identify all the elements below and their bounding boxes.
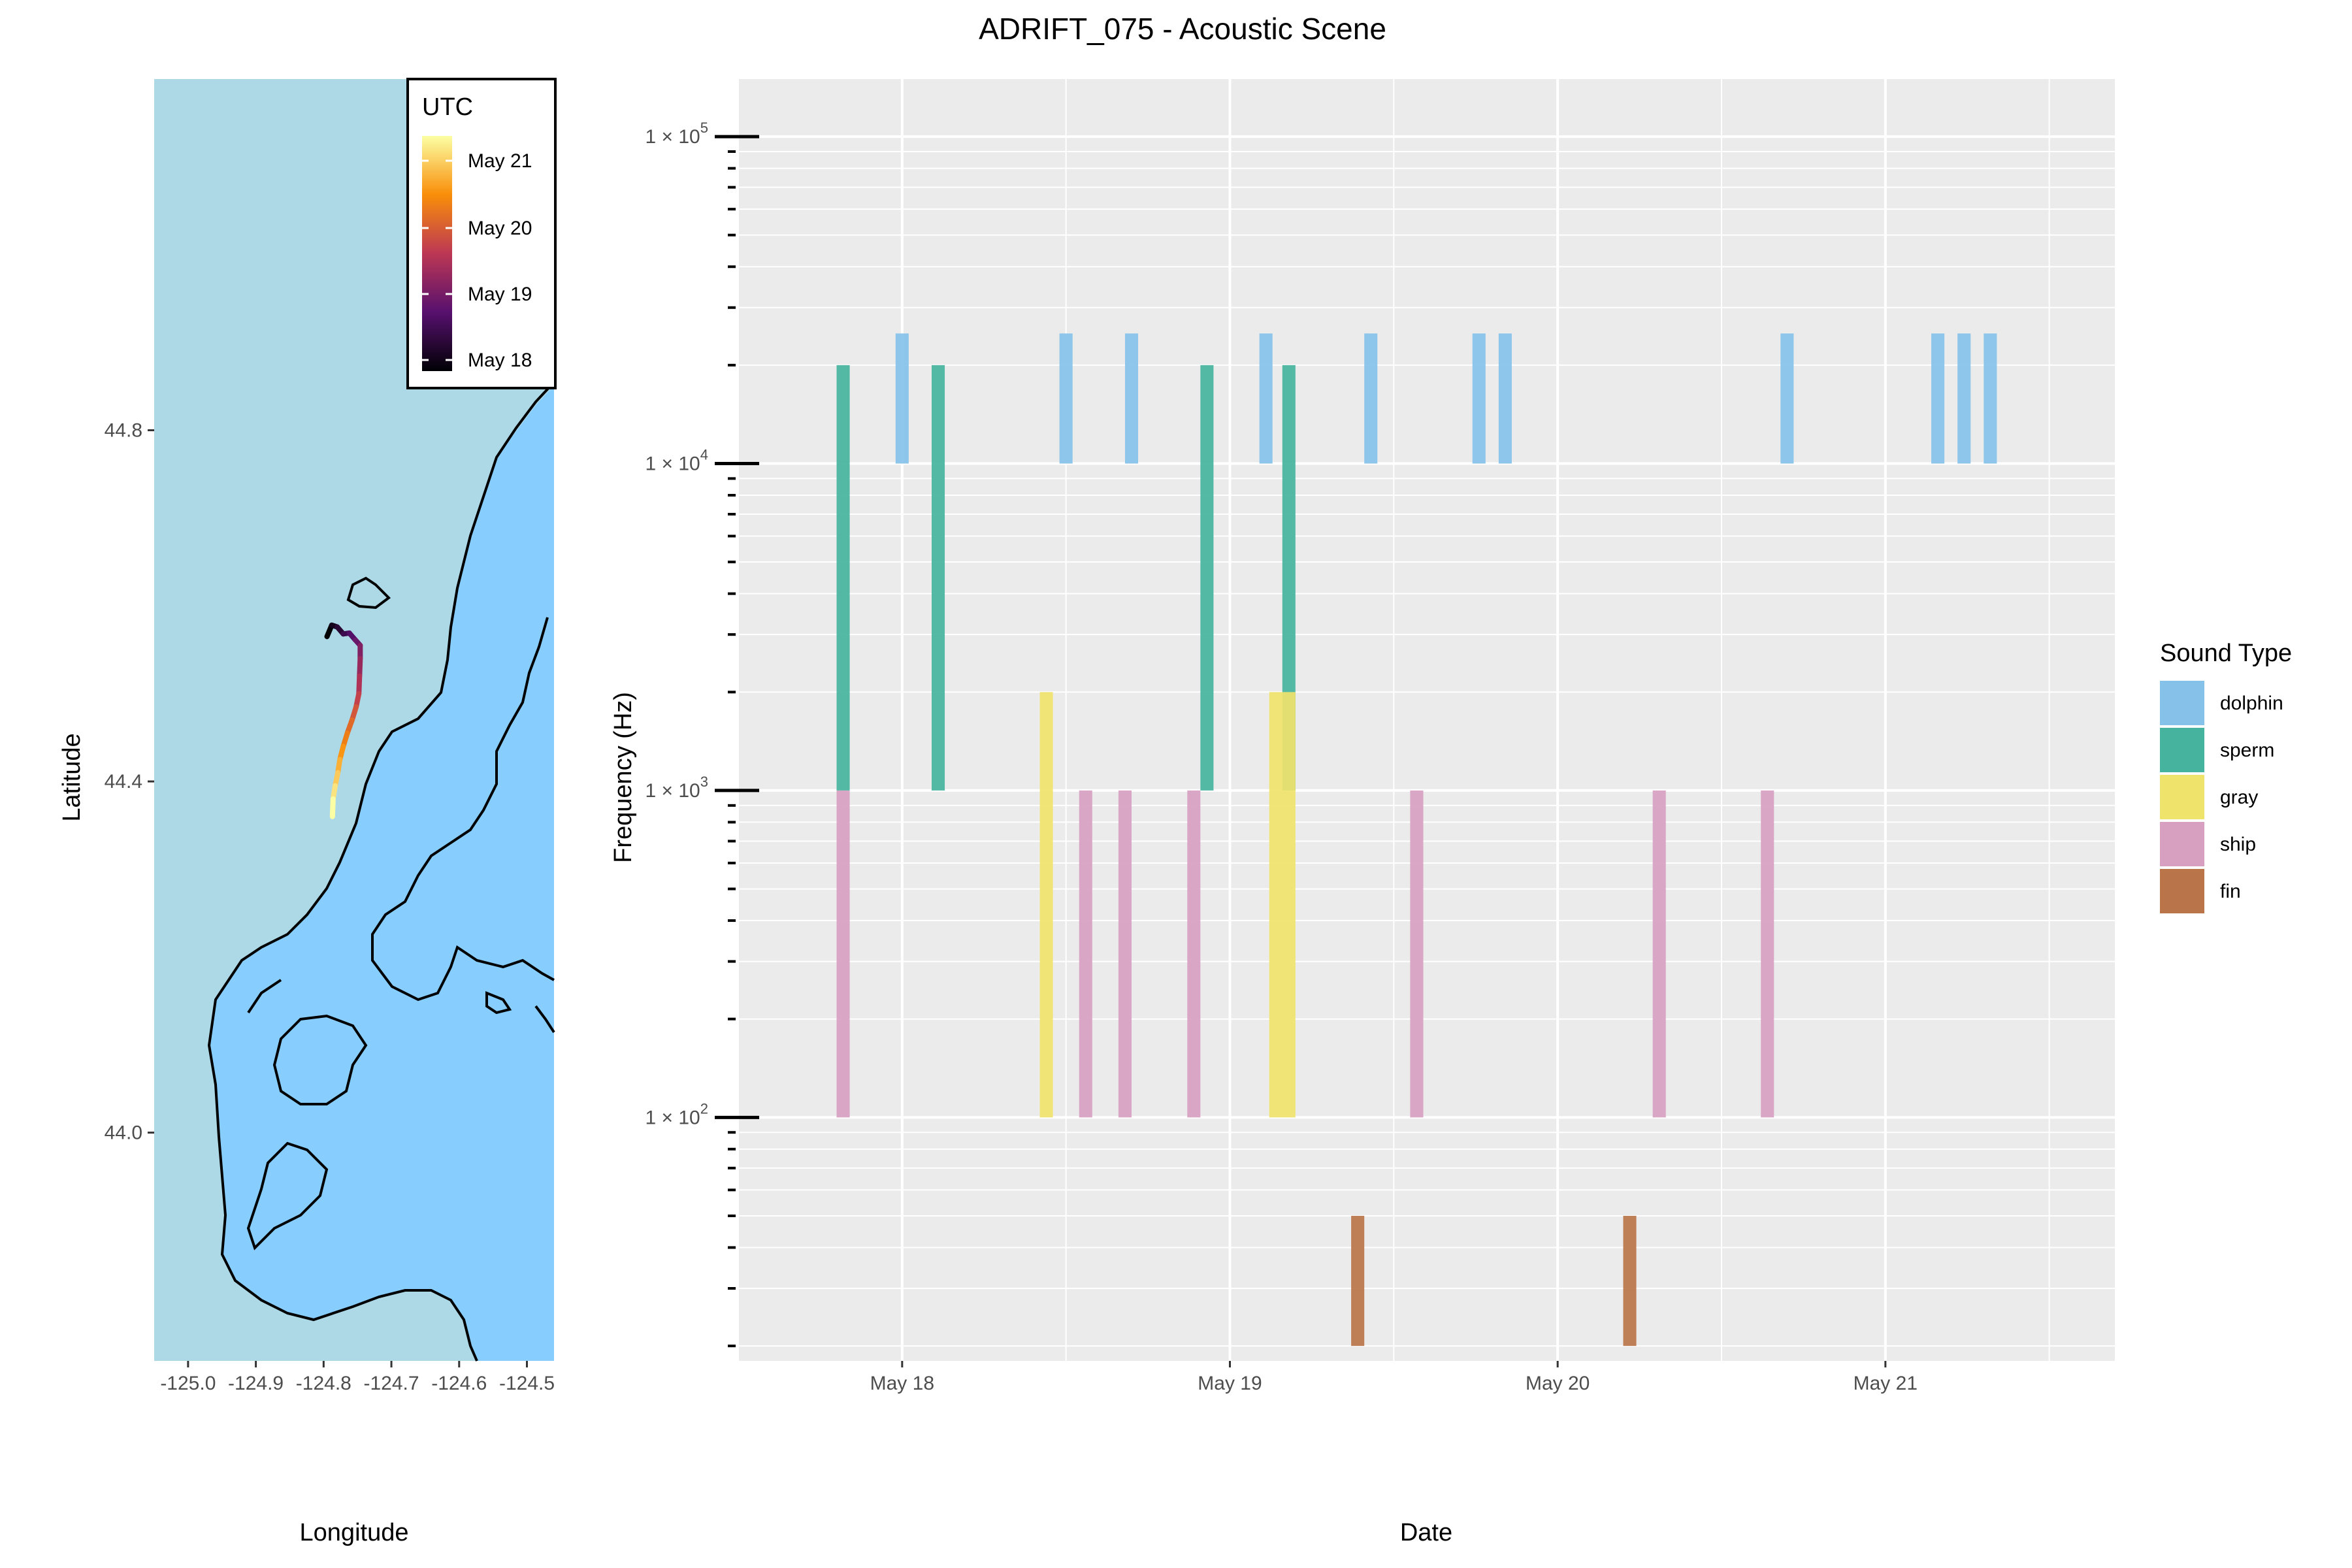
map-x-tick-label: -124.7	[364, 1373, 419, 1394]
y-tick-exponent: 4	[700, 447, 708, 463]
map-ylabel: Latitude	[58, 733, 86, 821]
bar-sperm	[836, 365, 850, 791]
bar-ship	[836, 790, 850, 1118]
chart-xlabel: Date	[1400, 1519, 1452, 1546]
bar-fin	[1623, 1215, 1637, 1347]
utc-legend-label: May 18	[468, 350, 532, 371]
depth-contour	[371, 617, 555, 1002]
map-y-tick-label: 44.0	[105, 1122, 142, 1144]
bar-gray	[1039, 692, 1053, 1118]
legend-label-sperm: sperm	[2220, 740, 2274, 761]
bar-dolphin	[895, 333, 909, 464]
x-tick-label: May 18	[870, 1373, 934, 1394]
legend-label-fin: fin	[2220, 881, 2241, 902]
depth-contour	[534, 1005, 555, 1034]
depth-contour	[272, 1014, 368, 1105]
legend-swatch-dolphin	[2160, 681, 2204, 725]
bar-sperm	[1282, 365, 1296, 791]
bar-dolphin	[1931, 333, 1945, 464]
utc-legend-label: May 19	[468, 284, 532, 305]
map-y-axis: 44.8 44.4 44.0	[105, 420, 154, 1144]
map-x-tick-label: -124.5	[499, 1373, 555, 1394]
map-x-tick-label: -125.0	[160, 1373, 216, 1394]
bar-dolphin	[1498, 333, 1512, 464]
map-x-tick-label: -124.9	[228, 1373, 284, 1394]
bar-ship	[1118, 790, 1132, 1118]
bar-dolphin	[1472, 333, 1486, 464]
bar-sperm	[1200, 365, 1214, 791]
depth-contour	[346, 576, 391, 610]
bar-fin	[1351, 1215, 1365, 1347]
x-axis: May 18 May 19 May 20 May 21	[870, 1361, 1918, 1394]
bar-dolphin	[1984, 333, 1997, 464]
depth-contour	[246, 1141, 329, 1250]
utc-legend-label: May 20	[468, 218, 532, 239]
legend-label-dolphin: dolphin	[2220, 693, 2283, 714]
legend-swatch-ship	[2160, 822, 2204, 866]
map-y-tick-label: 44.4	[105, 771, 142, 792]
bar-ship	[1652, 790, 1666, 1118]
sound-legend-title: Sound Type	[2160, 640, 2292, 667]
bar-ship	[1410, 790, 1424, 1118]
bar-sperm	[931, 365, 945, 791]
drifter-track	[324, 622, 363, 819]
bar-dolphin	[1780, 333, 1794, 464]
legend-swatch-fin	[2160, 869, 2204, 913]
utc-legend: UTC May 21 May 20 May 19 May 18	[406, 78, 557, 389]
map-xlabel: Longitude	[300, 1519, 409, 1546]
depth-contour	[247, 979, 282, 1014]
y-tick-exponent: 2	[700, 1100, 708, 1117]
map-sea	[209, 385, 554, 1361]
y-tick-label: 1 × 105	[645, 120, 709, 148]
bars	[836, 333, 1997, 1347]
bar-dolphin	[1059, 333, 1073, 464]
map-x-axis: -125.0 -124.9 -124.8 -124.7 -124.6 -124.5	[160, 1361, 555, 1394]
bar-ship	[1761, 790, 1774, 1118]
map-x-tick-label: -124.6	[431, 1373, 487, 1394]
bar-dolphin	[1124, 333, 1139, 464]
utc-colorbar	[422, 136, 452, 371]
bar-dolphin	[1259, 333, 1273, 464]
bar-dolphin	[1957, 333, 1971, 464]
grid	[738, 79, 2115, 1361]
y-tick-label: 1 × 102	[645, 1100, 709, 1128]
x-tick-label: May 21	[1854, 1373, 1918, 1394]
y-tick-label: 1 × 103	[645, 774, 709, 802]
map-panel: -125.0 -124.9 -124.8 -124.7 -124.6 -124.5 44.…	[58, 78, 557, 1546]
y-tick-exponent: 5	[700, 120, 708, 136]
y-tick-exponent: 3	[700, 774, 708, 790]
bar-ship	[1187, 790, 1201, 1118]
utc-legend-label: May 21	[468, 150, 532, 172]
map-contours	[207, 381, 555, 1362]
legend-swatch-gray	[2160, 775, 2204, 819]
legend-label-gray: gray	[2220, 787, 2258, 808]
x-tick-label: May 19	[1198, 1373, 1262, 1394]
map-y-tick-label: 44.8	[105, 420, 142, 442]
sound-type-legend: Sound Type dolphin sperm gray ship fin	[2160, 640, 2292, 913]
legend-label-ship: ship	[2220, 834, 2256, 855]
depth-contour	[485, 991, 512, 1015]
bar-dolphin	[1364, 333, 1378, 464]
bar-ship	[1079, 790, 1092, 1118]
depth-contour	[207, 381, 555, 1362]
x-tick-label: May 20	[1526, 1373, 1590, 1394]
track-segment	[357, 655, 363, 679]
figure-title: ADRIFT_075 - Acoustic Scene	[979, 12, 1386, 46]
y-tick-label: 1 × 104	[645, 447, 709, 475]
map-x-tick-label: -124.8	[296, 1373, 351, 1394]
legend-swatch-sperm	[2160, 728, 2204, 772]
utc-legend-title: UTC	[422, 93, 473, 121]
bar-gray	[1269, 692, 1296, 1118]
chart-ylabel: Frequency (Hz)	[610, 692, 637, 863]
y-axis: 1 × 102 1 × 103 1 × 104 1 × 105	[645, 120, 759, 1348]
